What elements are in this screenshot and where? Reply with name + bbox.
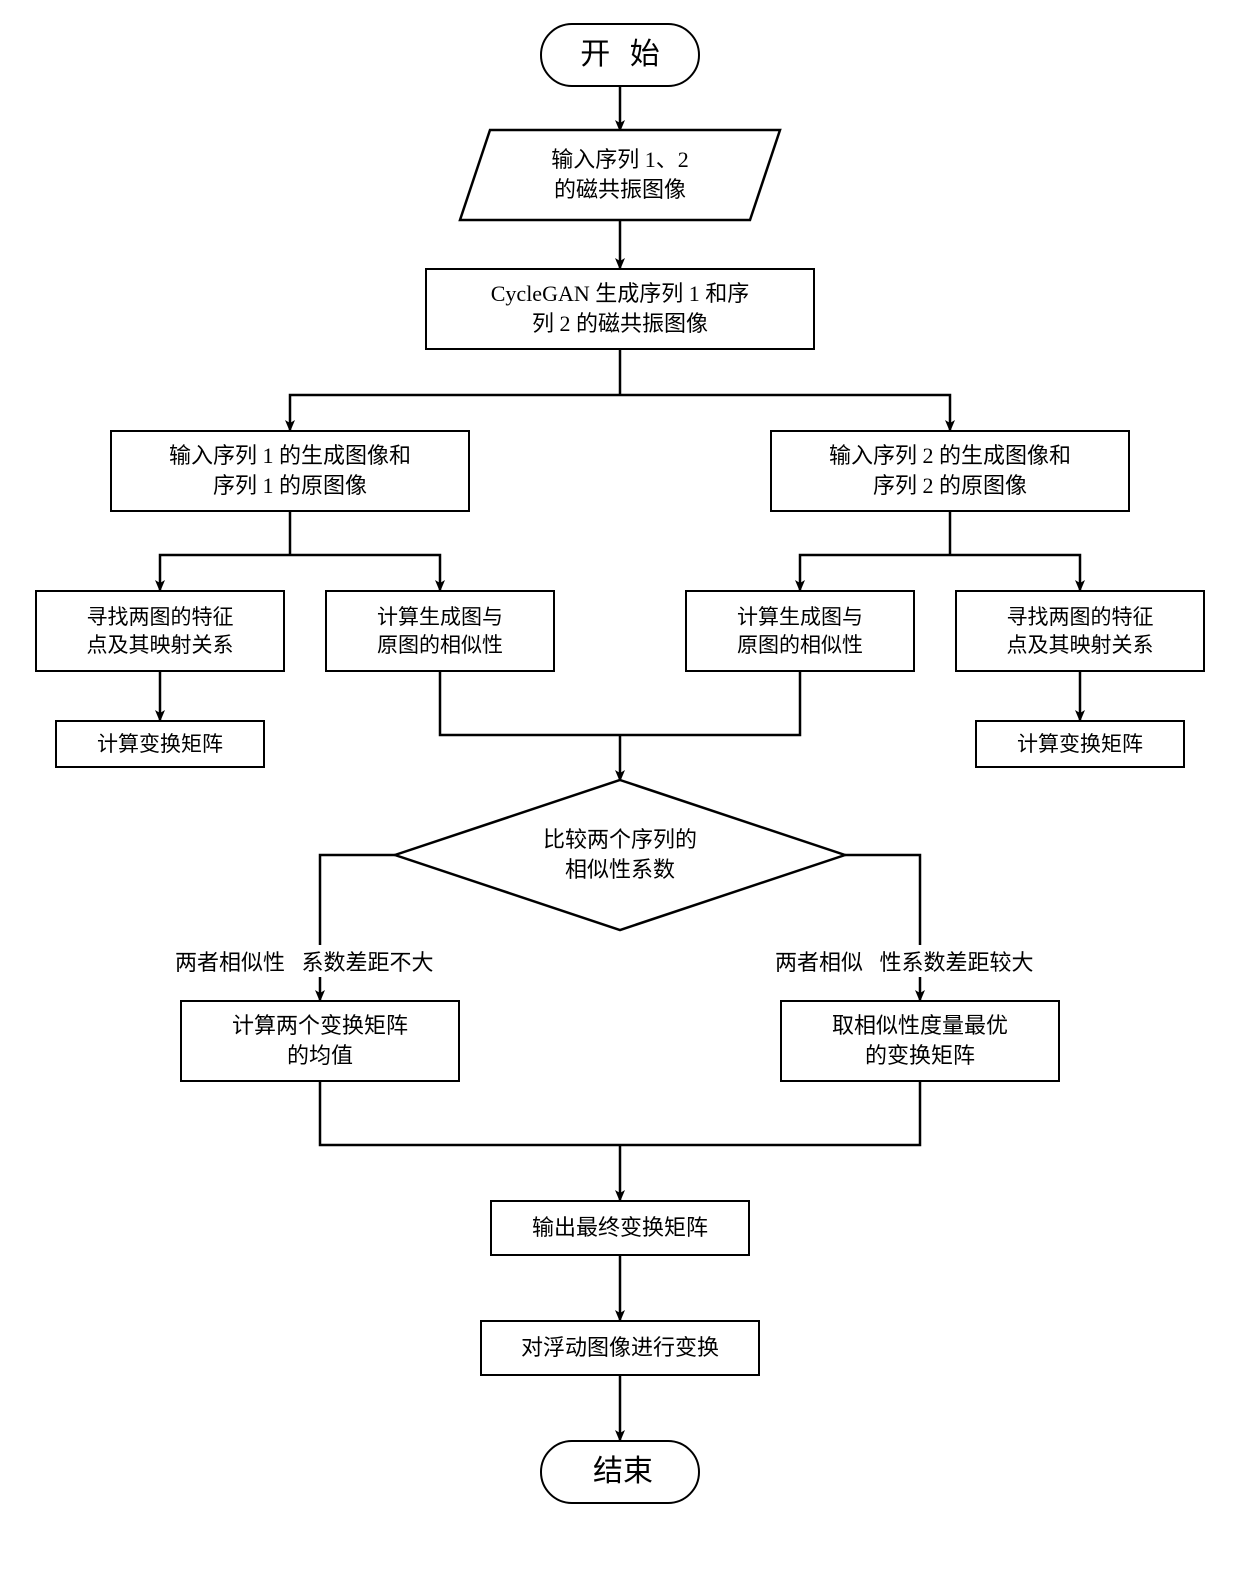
input-io-line1: 输入序列 1、2 [551, 147, 689, 172]
best-matrix-line1: 取相似性度量最优 [832, 1013, 1008, 1038]
compare-line1: 比较两个序列的 [543, 827, 697, 852]
feature-seq2-node: 寻找两图的特征 点及其映射关系 [955, 590, 1205, 672]
feature-seq2-line1: 寻找两图的特征 [1007, 605, 1154, 629]
input-io-line2: 的磁共振图像 [554, 177, 686, 202]
transform-matrix1-node: 计算变换矩阵 [55, 720, 265, 768]
cyclegan-line1: CycleGAN 生成序列 1 和序 [491, 281, 749, 306]
compare-line2: 相似性系数 [565, 857, 675, 882]
similarity-seq2-node: 计算生成图与 原图的相似性 [685, 590, 915, 672]
output-matrix-label: 输出最终变换矩阵 [532, 1213, 708, 1243]
input-seq1-line2: 序列 1 的原图像 [213, 473, 367, 498]
average-matrix-line2: 的均值 [287, 1043, 353, 1068]
best-matrix-node: 取相似性度量最优 的变换矩阵 [780, 1000, 1060, 1082]
branch-label-similar: 两者相似性 系数差距不大 [175, 945, 434, 977]
feature-seq2-line2: 点及其映射关系 [1007, 633, 1154, 657]
transform-matrix2-label: 计算变换矩阵 [1017, 730, 1143, 758]
feature-seq1-line2: 点及其映射关系 [87, 633, 234, 657]
feature-seq1-node: 寻找两图的特征 点及其映射关系 [35, 590, 285, 672]
input-io-text: 输入序列 1、2 的磁共振图像 [460, 145, 780, 204]
input-seq2-node: 输入序列 2 的生成图像和 序列 2 的原图像 [770, 430, 1130, 512]
input-seq2-line1: 输入序列 2 的生成图像和 [829, 443, 1071, 468]
transform-matrix1-label: 计算变换矩阵 [97, 730, 223, 758]
best-matrix-line2: 的变换矩阵 [865, 1043, 975, 1068]
start-node: 开 始 [540, 23, 700, 87]
cyclegan-node: CycleGAN 生成序列 1 和序 列 2 的磁共振图像 [425, 268, 815, 350]
branch-label-different: 两者相似 性系数差距较大 [775, 945, 1034, 977]
similarity-seq2-line2: 原图的相似性 [737, 633, 863, 657]
input-seq1-line1: 输入序列 1 的生成图像和 [169, 443, 411, 468]
similarity-seq1-line2: 原图的相似性 [377, 633, 503, 657]
transform-image-node: 对浮动图像进行变换 [480, 1320, 760, 1376]
average-matrix-node: 计算两个变换矩阵 的均值 [180, 1000, 460, 1082]
similarity-seq1-line1: 计算生成图与 [377, 605, 503, 629]
average-matrix-line1: 计算两个变换矩阵 [232, 1013, 408, 1038]
transform-matrix2-node: 计算变换矩阵 [975, 720, 1185, 768]
transform-image-label: 对浮动图像进行变换 [521, 1333, 719, 1363]
start-label: 开 始 [580, 35, 666, 76]
end-node: 结束 [540, 1440, 700, 1504]
feature-seq1-line1: 寻找两图的特征 [87, 605, 234, 629]
input-seq2-line2: 序列 2 的原图像 [873, 473, 1027, 498]
output-matrix-node: 输出最终变换矩阵 [490, 1200, 750, 1256]
cyclegan-line2: 列 2 的磁共振图像 [532, 311, 708, 336]
end-label: 结束 [593, 1452, 653, 1493]
similarity-seq1-node: 计算生成图与 原图的相似性 [325, 590, 555, 672]
input-seq1-node: 输入序列 1 的生成图像和 序列 1 的原图像 [110, 430, 470, 512]
compare-text: 比较两个序列的 相似性系数 [395, 825, 845, 884]
similarity-seq2-line1: 计算生成图与 [737, 605, 863, 629]
